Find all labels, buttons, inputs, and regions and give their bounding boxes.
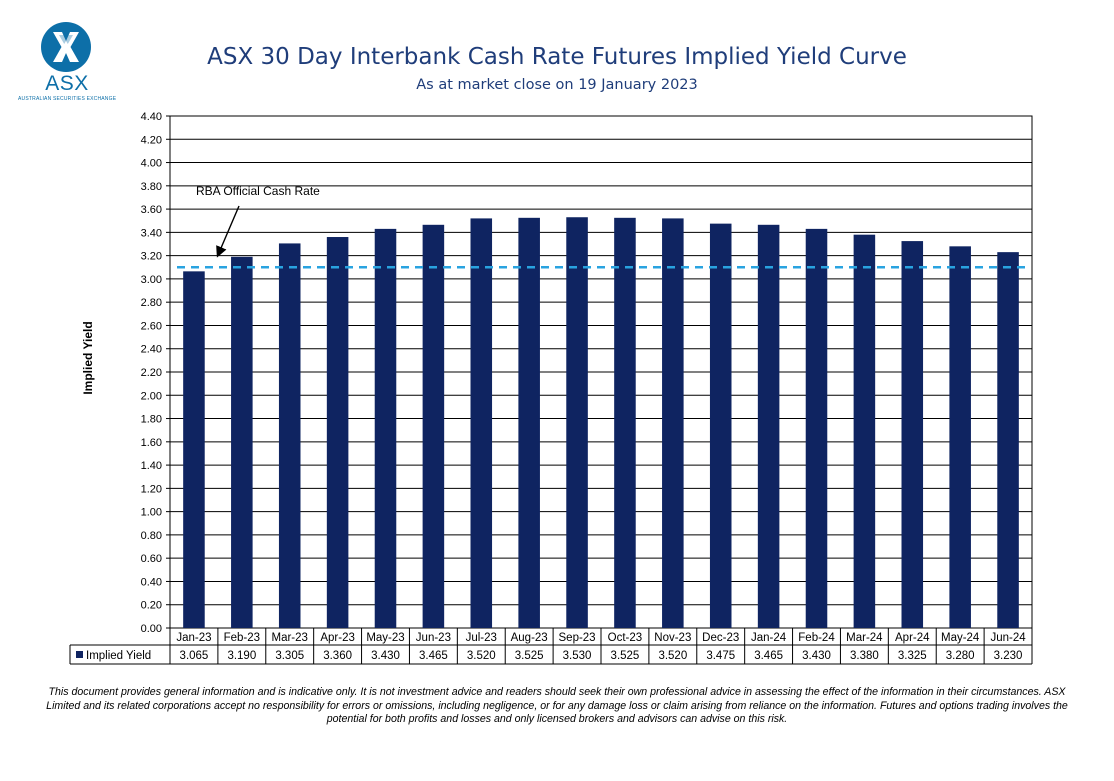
bar xyxy=(566,217,588,628)
bar xyxy=(853,234,876,628)
y-tick-label: 0.80 xyxy=(141,530,162,542)
bar xyxy=(374,228,397,628)
x-tick-label: Jan-23 xyxy=(176,632,211,644)
x-tick-label: Nov-23 xyxy=(654,632,691,644)
y-tick-label: 4.40 xyxy=(141,111,162,123)
y-tick-label: 2.80 xyxy=(141,297,162,309)
x-tick-label: May-23 xyxy=(366,632,404,644)
y-tick-label: 3.20 xyxy=(141,251,162,263)
x-tick-label: Apr-23 xyxy=(320,632,355,644)
y-tick-label: 3.60 xyxy=(141,204,162,216)
bar xyxy=(183,271,205,628)
data-label: 3.520 xyxy=(467,650,496,662)
bar xyxy=(470,218,493,628)
y-tick-label: 1.40 xyxy=(141,460,162,472)
bar xyxy=(278,243,301,628)
y-tick-label: 0.40 xyxy=(141,576,162,588)
x-tick-label: Jul-23 xyxy=(466,632,497,644)
bar xyxy=(326,237,349,628)
disclaimer-text: This document provides general informati… xyxy=(46,686,1068,726)
x-tick-label: May-24 xyxy=(941,632,980,644)
y-tick-label: 2.40 xyxy=(141,344,162,356)
data-label: 3.465 xyxy=(754,650,783,662)
y-tick-label: 1.80 xyxy=(141,414,162,426)
x-tick-label: Mar-23 xyxy=(272,632,308,644)
x-tick-label: Feb-23 xyxy=(224,632,260,644)
x-tick-label: Jun-24 xyxy=(990,632,1026,644)
bar xyxy=(997,252,1019,629)
y-tick-label: 1.60 xyxy=(141,437,162,449)
data-label: 3.380 xyxy=(850,650,879,662)
bar xyxy=(614,217,636,628)
logo-subtitle: AUSTRALIAN SECURITIES EXCHANGE xyxy=(18,96,117,102)
y-tick-label: 4.00 xyxy=(141,158,162,170)
x-tick-label: Aug-23 xyxy=(511,632,548,644)
y-tick-label: 3.80 xyxy=(141,181,162,193)
x-tick-label: Sep-23 xyxy=(559,632,596,644)
y-axis-label: Implied Yield xyxy=(81,321,95,394)
data-label: 3.065 xyxy=(180,650,209,662)
bar xyxy=(805,228,828,628)
x-tick-label: Jun-23 xyxy=(416,632,451,644)
bar-chart: 0.00 0.20 0.40 0.60 0.80 1.00 1.20 1.40 1.60 1.80… xyxy=(69,111,1033,665)
data-label: 3.475 xyxy=(706,650,735,662)
data-label: 3.305 xyxy=(275,650,304,662)
y-tick-label: 0.20 xyxy=(141,600,162,612)
data-label: 3.325 xyxy=(898,650,927,662)
y-tick-label: 1.00 xyxy=(141,507,162,519)
data-label: 3.190 xyxy=(227,650,256,662)
chart-title: ASX 30 Day Interbank Cash Rate Futures I… xyxy=(207,44,907,70)
bar xyxy=(709,223,732,629)
data-label: 3.230 xyxy=(994,650,1023,662)
y-tick-label: 1.20 xyxy=(141,483,162,495)
logo-name: ASX xyxy=(45,72,89,95)
bar xyxy=(231,256,253,628)
x-tick-label: Jan-24 xyxy=(751,632,787,644)
asx-logo: ASX AUSTRALIAN SECURITIES EXCHANGE xyxy=(18,22,116,108)
data-label: 3.530 xyxy=(563,650,592,662)
reference-line-label: RBA Official Cash Rate xyxy=(196,184,320,198)
legend-label: Implied Yield xyxy=(86,650,151,662)
bar xyxy=(662,218,684,628)
y-tick-label: 0.00 xyxy=(141,623,162,635)
x-tick-label: Dec-23 xyxy=(702,632,739,644)
bar xyxy=(518,217,540,628)
data-label: 3.520 xyxy=(658,650,687,662)
x-tick-label: Apr-24 xyxy=(895,632,930,644)
bar xyxy=(901,241,924,628)
y-tick-label: 0.60 xyxy=(141,553,162,565)
data-label: 3.280 xyxy=(946,650,975,662)
y-tick-label: 2.00 xyxy=(141,390,162,402)
data-label: 3.465 xyxy=(419,650,448,662)
data-label: 3.430 xyxy=(371,650,400,662)
asx-logo-icon xyxy=(41,22,91,72)
data-label: 3.525 xyxy=(611,650,640,662)
x-tick-label: Mar-24 xyxy=(846,632,883,644)
x-tick-label: Oct-23 xyxy=(608,632,643,644)
y-tick-label: 3.00 xyxy=(141,274,162,286)
bar xyxy=(757,224,780,629)
x-tick-label: Feb-24 xyxy=(798,632,835,644)
y-tick-label: 4.20 xyxy=(141,134,162,146)
y-tick-label: 3.40 xyxy=(141,227,162,239)
reference-arrow xyxy=(216,205,240,258)
bar xyxy=(949,246,971,628)
data-label: 3.430 xyxy=(802,650,831,662)
bar xyxy=(422,224,445,629)
y-tick-label: 2.60 xyxy=(141,320,162,332)
data-label: 3.360 xyxy=(323,650,352,662)
chart-subtitle: As at market close on 19 January 2023 xyxy=(416,77,698,93)
data-label: 3.525 xyxy=(515,650,544,662)
legend-swatch xyxy=(76,651,83,658)
y-tick-label: 2.20 xyxy=(141,367,162,379)
